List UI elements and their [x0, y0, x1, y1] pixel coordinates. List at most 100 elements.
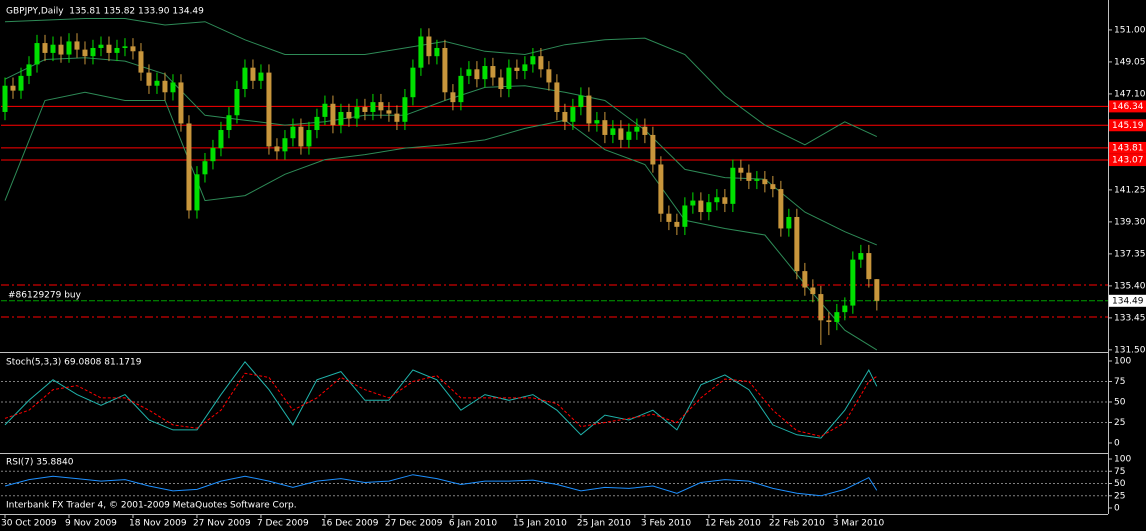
candle-body	[234, 89, 240, 116]
candle-body	[506, 67, 512, 90]
candle-body	[50, 44, 56, 53]
candle-body	[770, 184, 776, 190]
y-tick-label: 50	[1114, 397, 1126, 407]
candle-body	[146, 72, 152, 86]
candle-body	[98, 44, 104, 48]
candle-body	[818, 294, 824, 321]
candle-body	[450, 92, 456, 103]
candle-body	[658, 164, 664, 214]
candle-body	[538, 56, 544, 70]
candle-body	[306, 130, 312, 147]
x-tick-label: 27 Nov 2009	[193, 519, 251, 529]
x-tick-label: 27 Dec 2009	[385, 519, 443, 529]
candle-body	[130, 46, 136, 52]
indicator-title: Stoch(5,3,3) 69.0808 81.1719	[6, 358, 142, 368]
candle-body	[162, 80, 168, 93]
candle-body	[442, 47, 448, 93]
candle-body	[794, 216, 800, 272]
x-tick-label: 25 Jan 2010	[577, 519, 631, 529]
y-tick-label: 133.45	[1114, 313, 1146, 323]
candle-body	[594, 120, 600, 124]
candle-body	[274, 146, 280, 152]
level-label: 143.81	[1112, 143, 1144, 153]
indicator-line	[4, 372, 878, 437]
candle-body	[178, 82, 184, 124]
candle-body	[786, 216, 792, 229]
candle-body	[26, 64, 32, 76]
candle-body	[674, 221, 680, 227]
y-tick-label: 137.35	[1114, 249, 1146, 259]
candle-body	[226, 115, 232, 131]
candle-body	[842, 305, 848, 313]
level-label: 145.19	[1112, 121, 1144, 131]
candle-body	[210, 148, 216, 162]
candle-body	[434, 47, 440, 57]
candle-body	[314, 116, 320, 131]
candle-body	[698, 200, 704, 213]
candle-body	[362, 107, 368, 112]
candle-body	[258, 72, 264, 81]
x-tick-label: 18 Nov 2009	[129, 519, 187, 529]
candle-body	[106, 44, 112, 53]
candle-body	[426, 36, 432, 57]
candle-body	[66, 41, 72, 55]
candle-body	[746, 172, 752, 181]
y-tick-label: 75	[1114, 467, 1125, 477]
y-tick-label: 0	[1114, 438, 1120, 448]
candle-body	[250, 67, 256, 81]
candle-body	[466, 69, 472, 76]
candle-body	[474, 69, 480, 80]
y-tick-label: 141.25	[1114, 185, 1146, 195]
y-tick-label: 25	[1114, 418, 1125, 428]
level-label-bg	[1109, 141, 1146, 154]
candle-body	[42, 43, 48, 53]
x-tick-label: 3 Feb 2010	[641, 519, 692, 529]
candle-body	[18, 75, 24, 91]
chart-title: GBPJPY,Daily 135.81 135.82 133.90 134.49	[6, 7, 204, 17]
y-tick-label: 50	[1114, 479, 1126, 489]
candle-body	[666, 213, 672, 222]
candle-body	[562, 111, 568, 122]
candle-body	[858, 253, 864, 260]
candle-body	[346, 111, 352, 119]
x-tick-label: 16 Dec 2009	[321, 519, 379, 529]
candle-body	[690, 200, 696, 206]
candle-body	[738, 167, 744, 173]
candle-body	[546, 69, 552, 83]
candle-body	[826, 320, 832, 322]
x-tick-label: 6 Jan 2010	[449, 519, 497, 529]
y-tick-label: 131.50	[1114, 345, 1146, 355]
y-tick-label: 147.10	[1114, 89, 1146, 99]
candle-body	[850, 259, 856, 306]
candle-body	[418, 36, 424, 68]
candle-body	[874, 279, 880, 301]
y-tick-label: 25	[1114, 491, 1125, 501]
candle-body	[402, 97, 408, 122]
candle-body	[634, 126, 640, 132]
candle-body	[802, 271, 808, 288]
candle-body	[34, 43, 40, 65]
candle-body	[330, 103, 336, 126]
candle-body	[610, 128, 616, 135]
candle-body	[74, 41, 80, 50]
candle-body	[458, 75, 464, 103]
x-tick-label: 30 Oct 2009	[1, 519, 57, 529]
candle-body	[378, 102, 384, 111]
candle-body	[754, 179, 760, 181]
bollinger-band	[4, 57, 877, 246]
x-tick-label: 9 Nov 2009	[65, 519, 117, 529]
candle-body	[338, 111, 344, 126]
candle-body	[554, 82, 560, 112]
candle-body	[410, 67, 416, 98]
candle-body	[282, 138, 288, 152]
candle-body	[170, 82, 176, 93]
x-tick-label: 3 Mar 2010	[833, 519, 885, 529]
candle-body	[482, 66, 488, 80]
x-tick-label: 22 Feb 2010	[769, 519, 825, 529]
y-tick-label: 0	[1114, 504, 1120, 514]
candle-body	[602, 120, 608, 135]
candle-body	[522, 64, 528, 71]
indicator-line	[4, 474, 878, 497]
